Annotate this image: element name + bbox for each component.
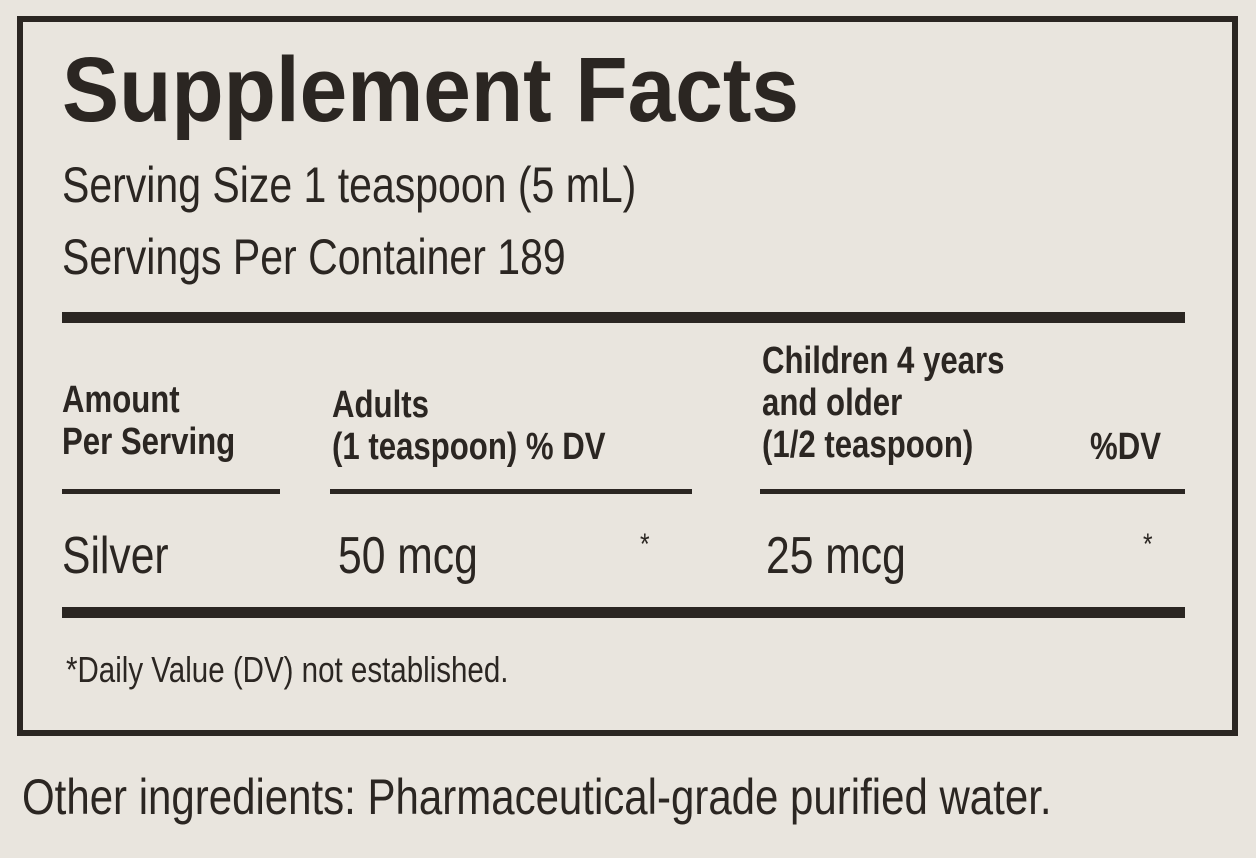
servings-per-container: Servings Per Container 189 [62, 229, 566, 285]
column-rule [62, 489, 280, 494]
panel-title: Supplement Facts [62, 39, 799, 141]
other-ingredients: Other ingredients: Pharmaceutical-grade … [22, 769, 1052, 825]
column-rule [330, 489, 692, 494]
header-children-dv: %DV [1090, 426, 1161, 468]
column-rule [760, 489, 1185, 494]
thick-divider [62, 312, 1185, 323]
header-adults: Adults (1 teaspoon) % DV [332, 384, 606, 469]
header-amount: Amount Per Serving [62, 379, 236, 464]
adult-dv: * [640, 528, 650, 561]
header-children-line2: and older [762, 381, 903, 424]
header-children: Children 4 years and older (1/2 teaspoon… [762, 340, 1005, 466]
serving-size: Serving Size 1 teaspoon (5 mL) [62, 157, 637, 213]
child-dv: * [1143, 528, 1153, 561]
header-adults-line1: Adults [332, 384, 429, 426]
header-amount-line2: Per Serving [62, 420, 236, 463]
supplement-facts-panel [17, 16, 1238, 736]
nutrient-name: Silver [62, 527, 169, 585]
child-amount: 25 mcg [766, 527, 906, 585]
header-children-line1: Children 4 years [762, 340, 1005, 382]
header-children-line3: (1/2 teaspoon) [762, 423, 974, 466]
footnote: *Daily Value (DV) not established. [66, 649, 509, 690]
thick-divider [62, 607, 1185, 618]
adult-amount: 50 mcg [338, 527, 478, 585]
header-amount-line1: Amount [62, 379, 180, 421]
header-adults-line2: (1 teaspoon) % DV [332, 425, 606, 468]
